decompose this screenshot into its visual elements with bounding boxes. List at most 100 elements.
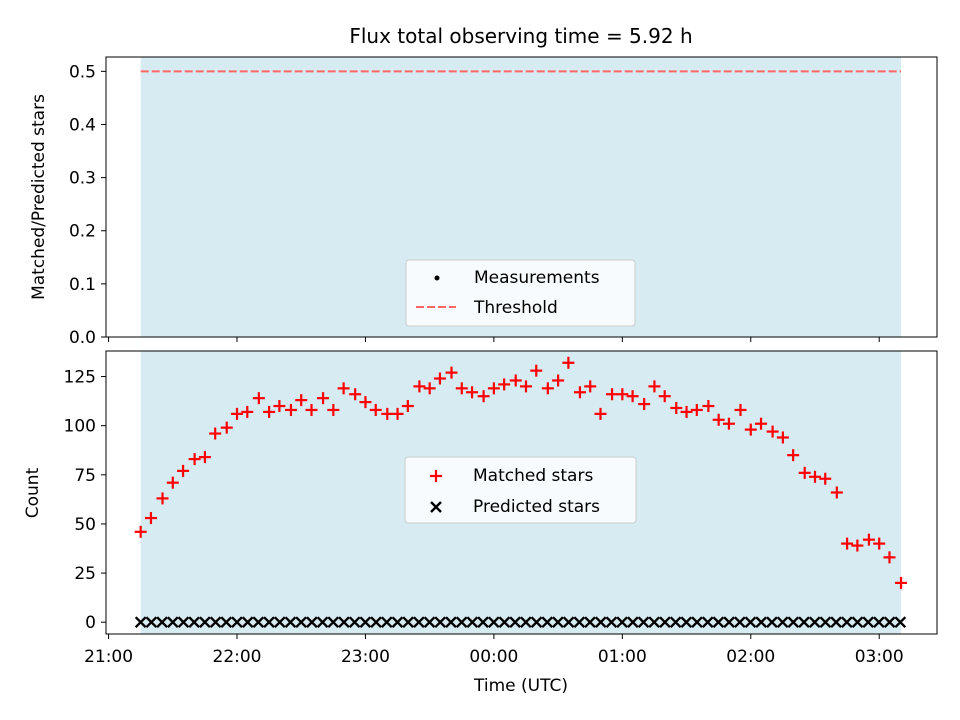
matched-legend-label: Matched stars [473,466,593,486]
top-y-tick-label: 0.1 [69,275,96,295]
bottom-y-tick-label: 125 [64,368,96,388]
predicted-star-point [327,616,340,629]
bottom-legend: Matched stars Predicted stars [404,456,637,524]
matched-star-point [220,421,233,434]
predicted-legend-cross [430,501,442,513]
bottom-panel: 0 25 50 75 100 125 21:00 22:00 23:00 00:00 01:00 0… [23,350,938,696]
matched-star-point [594,407,607,420]
predicted-star-point [626,616,639,629]
matched-star-point [369,403,382,416]
predicted-star-point [273,616,286,629]
predicted-star-point [787,616,800,629]
matched-star-point [776,431,789,444]
x-tick-label: 22:00 [213,647,262,667]
bottom-y-tick-label: 25 [74,564,96,584]
matched-star-point [702,400,715,413]
predicted-star-point [487,616,500,629]
chart-title: Flux total observing time = 5.92 h [349,24,692,48]
predicted-star-point [691,616,703,629]
matched-star-point [638,398,651,411]
predicted-star-point [808,616,821,629]
predicted-star-point [648,616,661,629]
predicted-star-point [284,616,297,629]
matched-star-point [284,403,297,416]
predicted-star-point [701,616,714,629]
matched-star-point [295,394,308,407]
matched-star-point [498,378,511,391]
predicted-star-point [380,616,393,629]
matched-star-point [670,401,683,414]
measurements-legend-label: Measurements [474,268,600,288]
matched-star-point [209,427,222,440]
predicted-star-point [263,616,275,629]
predicted-star-point [616,616,628,629]
top-y-tick-label: 0.5 [69,62,96,82]
predicted-star-point [199,616,211,629]
matched-star-point [241,405,254,418]
top-x-ticks [108,337,880,342]
matched-star-point [819,472,832,485]
matched-star-point [252,392,265,405]
predicted-star-point [798,616,810,629]
bottom-y-tick-label: 100 [64,417,96,437]
matched-star-point [317,392,330,405]
matched-star-point [626,390,639,403]
matched-star-point [766,425,779,438]
matched-star-point [690,403,703,416]
matched-star-point [144,512,157,525]
bottom-y-tick-label: 75 [74,466,96,486]
matched-star-point [477,390,490,403]
matched-star-point [381,407,394,420]
top-legend-box [405,259,636,327]
matched-star-point [337,382,350,395]
predicted-star-point [306,616,318,629]
matched-star-point [305,403,318,416]
matched-star-point [177,464,190,477]
top-y-tick-label: 0.0 [69,328,96,348]
matched-star-point [391,407,404,420]
matched-star-point [327,403,340,416]
matched-star-point [562,356,575,369]
matched-star-point [883,551,896,564]
predicted-star-point [766,616,778,629]
predicted-star-point [680,616,693,629]
predicted-star-point [466,616,479,629]
matched-legend-plus [430,470,442,482]
predicted-star-point [445,616,457,629]
predicted-star-point [402,616,415,629]
matched-star-point [433,372,446,385]
predicted-star-point [166,616,179,629]
predicted-star-point [231,616,243,629]
top-panel: 0.0 0.1 0.2 0.3 0.4 0.5 Matched/Predicted sta… [29,56,938,348]
x-axis-label: Time (UTC) [473,676,568,696]
predicted-star-point [862,616,875,629]
top-y-tick-label: 0.2 [69,222,96,242]
matched-star-point [841,537,854,550]
top-y-tick-label: 0.4 [69,115,96,135]
bottom-y-axis-label: Count [23,467,43,518]
predicted-star-point [391,616,404,629]
matched-star-point [616,388,629,401]
predicted-star-point [413,616,425,629]
measurements-legend-marker [434,275,440,281]
matched-star-point [658,390,671,403]
bottom-plot-frame [105,350,938,635]
matched-star-point [680,405,693,418]
x-tick-label: 03:00 [855,647,904,667]
matched-star-point [156,492,169,505]
matched-star-point [851,539,864,552]
matched-star-point [455,382,468,395]
predicted-star-point [733,616,746,629]
matched-star-point [359,396,372,409]
bottom-y-tick-label: 0 [85,613,96,633]
matched-star-point [541,382,554,395]
matched-star-point [895,576,908,589]
predicted-star-point [338,616,350,629]
predicted-star-point [370,616,382,629]
bottom-legend-box [404,456,637,524]
predicted-star-point [541,616,554,629]
predicted-star-point [316,616,329,629]
matched-star-point [873,537,886,550]
predicted-star-point [883,616,896,629]
matched-star-point [413,380,426,393]
